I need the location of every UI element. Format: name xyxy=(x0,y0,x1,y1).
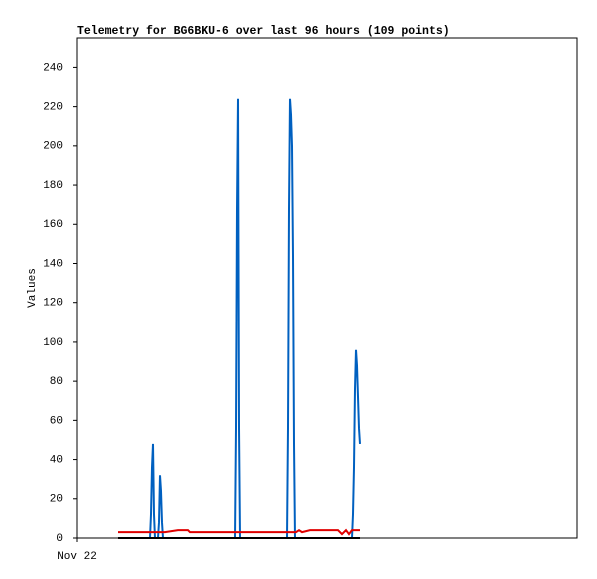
y-tick-label: 80 xyxy=(50,376,63,388)
y-tick-label: 200 xyxy=(43,141,63,153)
y-tick-label: 220 xyxy=(43,102,63,114)
series-line xyxy=(118,528,360,536)
y-tick-label: 160 xyxy=(43,219,63,231)
y-tick-label: 240 xyxy=(43,62,63,74)
y-tick-label: 40 xyxy=(50,454,63,466)
y-tick-label: 140 xyxy=(43,258,63,270)
y-tick-label: 60 xyxy=(50,415,63,427)
y-tick-label: 120 xyxy=(43,298,63,310)
series-line xyxy=(118,98,361,539)
y-axis-label: Values xyxy=(27,268,39,308)
chart-title: Telemetry for BG6BKU-6 over last 96 hour… xyxy=(77,25,450,38)
y-tick-label: 100 xyxy=(43,337,63,349)
y-tick-label: 0 xyxy=(56,533,63,545)
y-tick-label: 180 xyxy=(43,180,63,192)
y-tick-label: 20 xyxy=(50,494,63,506)
x-tick-label: Nov 22 xyxy=(57,551,97,563)
